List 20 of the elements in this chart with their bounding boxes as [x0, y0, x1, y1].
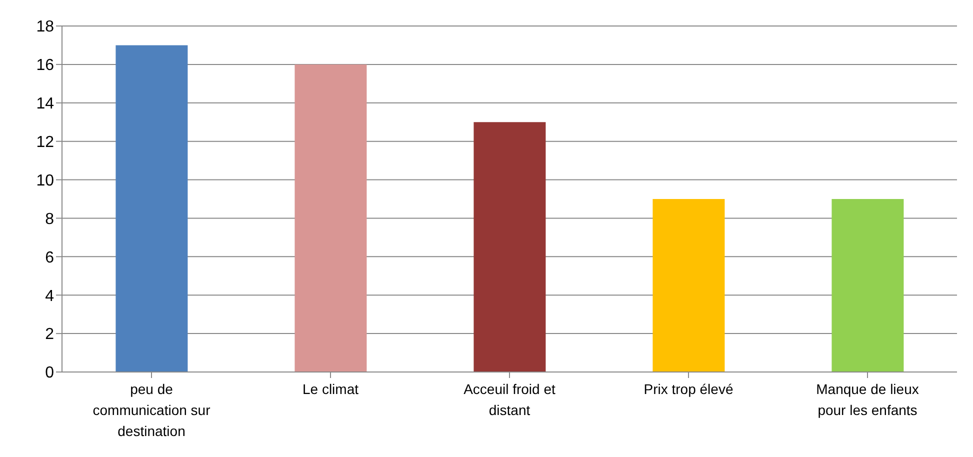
y-tick-label: 14: [36, 96, 54, 113]
y-tick-label: 2: [45, 326, 54, 344]
bar: [652, 199, 725, 372]
y-tick-label: 0: [45, 364, 54, 382]
x-tick-label: peu de communication sur destination: [92, 381, 211, 439]
bar: [832, 199, 904, 372]
bar: [474, 122, 546, 372]
x-tick-label: Le climat: [302, 381, 359, 397]
y-tick-label: 4: [45, 288, 54, 305]
x-tick-label: Prix trop élevé: [644, 381, 734, 397]
x-tick-label: Manque de lieux pour les enfants: [816, 381, 919, 418]
y-tick-label: 18: [36, 18, 54, 36]
y-tick-label: 10: [36, 172, 54, 190]
y-tick-label: 16: [36, 57, 54, 74]
x-tick-label: Acceuil froid et distant: [464, 381, 556, 418]
bar: [116, 45, 188, 372]
y-tick-label: 6: [45, 249, 54, 266]
y-tick-label: 12: [36, 134, 54, 152]
y-tick-label: 8: [45, 210, 54, 228]
bar: [294, 64, 367, 372]
